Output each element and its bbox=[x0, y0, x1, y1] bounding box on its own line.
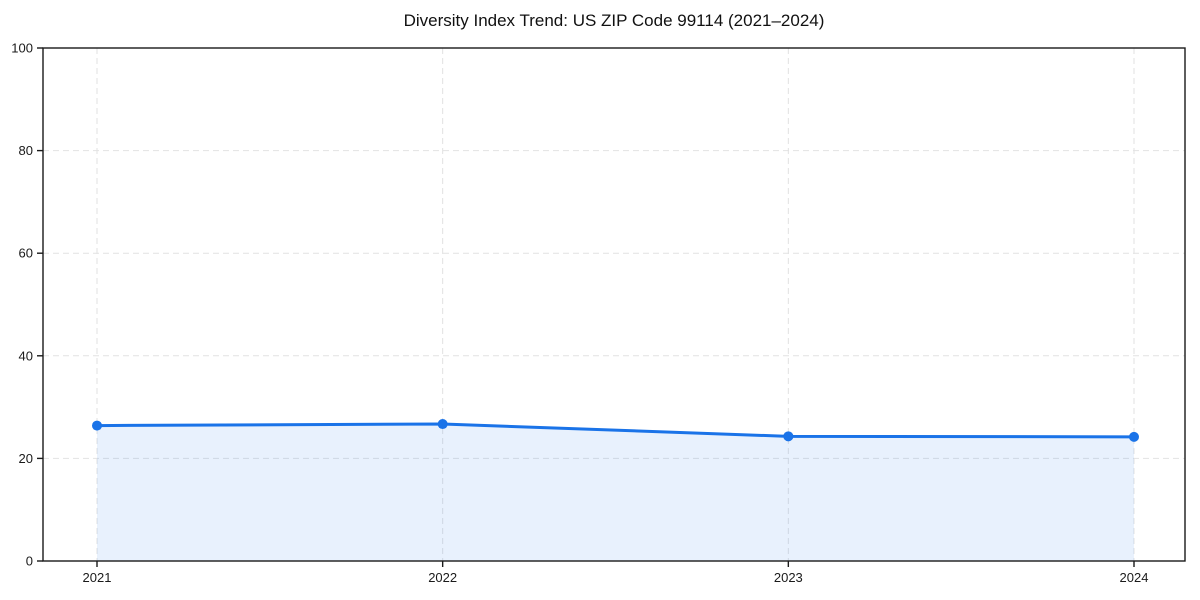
y-tick-label: 100 bbox=[11, 41, 33, 56]
y-tick-label: 0 bbox=[26, 554, 33, 569]
data-point-2024 bbox=[1129, 431, 1139, 442]
data-point-2022 bbox=[437, 419, 448, 430]
trend-line bbox=[95, 422, 1136, 439]
data-point-2021 bbox=[92, 420, 102, 431]
y-tick-label: 20 bbox=[19, 451, 33, 466]
chart-title: Diversity Index Trend: US ZIP Code 99114… bbox=[403, 11, 825, 30]
y-tick-label: 40 bbox=[19, 348, 33, 363]
area-fill bbox=[97, 424, 1134, 561]
data-point-2023 bbox=[783, 431, 794, 442]
y-tick-label: 60 bbox=[19, 246, 33, 261]
plot-border bbox=[42, 47, 1186, 562]
x-tick-label: 2021 bbox=[83, 570, 112, 585]
x-tick-label: 2024 bbox=[1120, 570, 1149, 585]
x-tick-label: 2023 bbox=[774, 570, 803, 585]
y-tick-label: 80 bbox=[19, 143, 33, 158]
x-tick-label: 2022 bbox=[428, 570, 457, 585]
